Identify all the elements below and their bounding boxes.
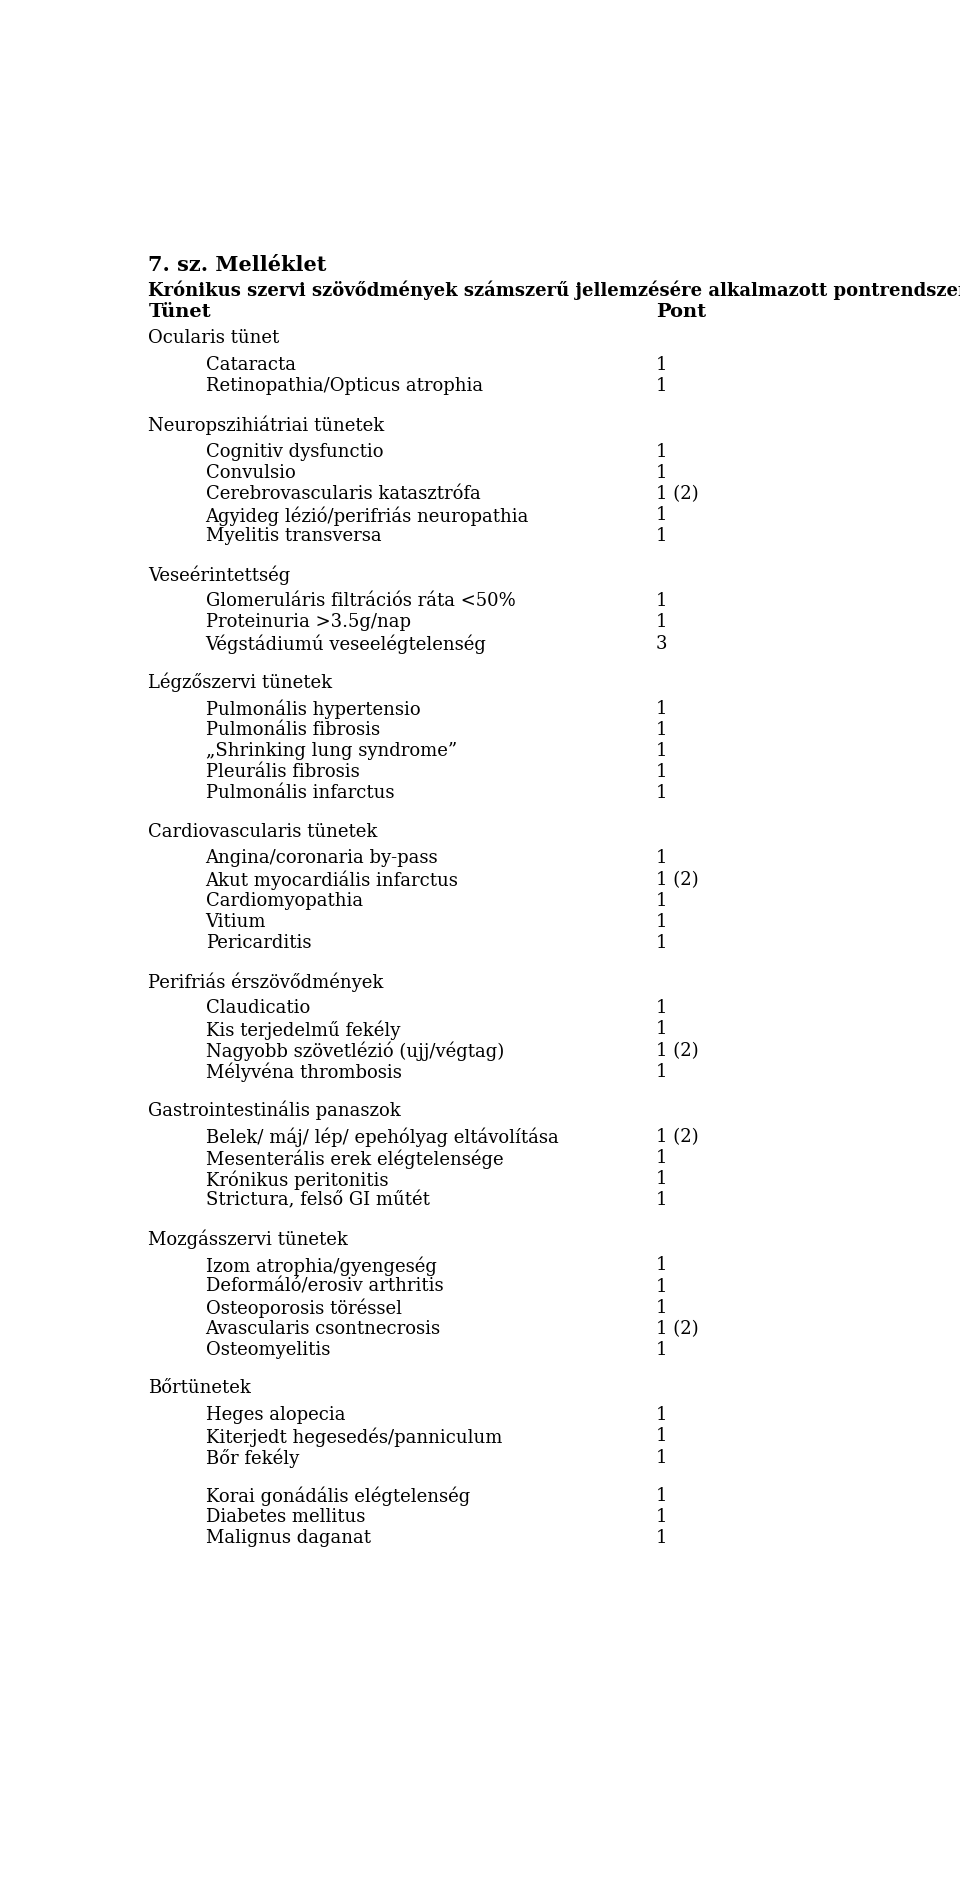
Text: Myelitis transversa: Myelitis transversa: [205, 527, 381, 545]
Text: Pericarditis: Pericarditis: [205, 935, 311, 952]
Text: Convulsio: Convulsio: [205, 465, 296, 482]
Text: 1: 1: [656, 935, 667, 952]
Text: 1: 1: [656, 1299, 667, 1318]
Text: 1: 1: [656, 1487, 667, 1504]
Text: Osteoporosis töréssel: Osteoporosis töréssel: [205, 1299, 401, 1318]
Text: Belek/ máj/ lép/ epehólyag eltávolítása: Belek/ máj/ lép/ epehólyag eltávolítása: [205, 1127, 559, 1148]
Text: 1: 1: [656, 701, 667, 718]
Text: 1: 1: [656, 506, 667, 524]
Text: Izom atrophia/gyengeség: Izom atrophia/gyengeség: [205, 1257, 437, 1276]
Text: Diabetes mellitus: Diabetes mellitus: [205, 1508, 365, 1525]
Text: 1: 1: [656, 914, 667, 931]
Text: 1: 1: [656, 465, 667, 482]
Text: Korai gonádális elégtelenség: Korai gonádális elégtelenség: [205, 1487, 469, 1506]
Text: Ocularis tünet: Ocularis tünet: [148, 329, 279, 347]
Text: 1: 1: [656, 1192, 667, 1209]
Text: 1: 1: [656, 1171, 667, 1188]
Text: 1: 1: [656, 356, 667, 375]
Text: Perifriás érszövődmények: Perifriás érszövődmények: [148, 973, 384, 992]
Text: Malignus daganat: Malignus daganat: [205, 1529, 371, 1548]
Text: Krónikus szervi szövődmények számszerű jellemzésére alkalmazott pontrendszer (34: Krónikus szervi szövődmények számszerű j…: [148, 280, 960, 299]
Text: 1: 1: [656, 1340, 667, 1359]
Text: Strictura, felső GI műtét: Strictura, felső GI műtét: [205, 1192, 429, 1209]
Text: Tünet: Tünet: [148, 303, 211, 322]
Text: Avascularis csontnecrosis: Avascularis csontnecrosis: [205, 1319, 441, 1339]
Text: 1: 1: [656, 784, 667, 802]
Text: 1: 1: [656, 1508, 667, 1525]
Text: 1: 1: [656, 613, 667, 632]
Text: Cognitiv dysfunctio: Cognitiv dysfunctio: [205, 442, 383, 461]
Text: Bőrtünetek: Bőrtünetek: [148, 1378, 252, 1398]
Text: 1: 1: [656, 849, 667, 868]
Text: Mesenterális erek elégtelensége: Mesenterális erek elégtelensége: [205, 1148, 503, 1169]
Text: Cataracta: Cataracta: [205, 356, 296, 375]
Text: Deformáló/erosiv arthritis: Deformáló/erosiv arthritis: [205, 1278, 444, 1295]
Text: 1 (2): 1 (2): [656, 1319, 698, 1339]
Text: Akut myocardiális infarctus: Akut myocardiális infarctus: [205, 870, 459, 891]
Text: Krónikus peritonitis: Krónikus peritonitis: [205, 1171, 388, 1190]
Text: 1: 1: [656, 764, 667, 781]
Text: Glomeruláris filtrációs ráta <50%: Glomeruláris filtrációs ráta <50%: [205, 592, 516, 611]
Text: Veseérintettség: Veseérintettség: [148, 565, 291, 585]
Text: 1: 1: [656, 1407, 667, 1424]
Text: 1 (2): 1 (2): [656, 1041, 698, 1061]
Text: 1: 1: [656, 442, 667, 461]
Text: Retinopathia/Opticus atrophia: Retinopathia/Opticus atrophia: [205, 377, 483, 396]
Text: Bőr fekély: Bőr fekély: [205, 1449, 299, 1468]
Text: 1: 1: [656, 1529, 667, 1548]
Text: Neuropszihiátriai tünetek: Neuropszihiátriai tünetek: [148, 415, 385, 436]
Text: Agyideg lézió/perifriás neuropathia: Agyideg lézió/perifriás neuropathia: [205, 506, 529, 526]
Text: 7. sz. Melléklet: 7. sz. Melléklet: [148, 255, 326, 276]
Text: 1: 1: [656, 1278, 667, 1295]
Text: Pulmonális fibrosis: Pulmonális fibrosis: [205, 722, 380, 739]
Text: Mozgásszervi tünetek: Mozgásszervi tünetek: [148, 1230, 348, 1249]
Text: Heges alopecia: Heges alopecia: [205, 1407, 345, 1424]
Text: Kiterjedt hegesedés/panniculum: Kiterjedt hegesedés/panniculum: [205, 1428, 502, 1447]
Text: 1: 1: [656, 1062, 667, 1081]
Text: Pont: Pont: [656, 303, 706, 322]
Text: Osteomyelitis: Osteomyelitis: [205, 1340, 330, 1359]
Text: Nagyobb szövetlézió (ujj/végtag): Nagyobb szövetlézió (ujj/végtag): [205, 1041, 504, 1061]
Text: Légzőszervi tünetek: Légzőszervi tünetek: [148, 672, 332, 693]
Text: Proteinuria >3.5g/nap: Proteinuria >3.5g/nap: [205, 613, 411, 632]
Text: Mélyvéna thrombosis: Mélyvéna thrombosis: [205, 1062, 401, 1081]
Text: Cerebrovascularis katasztrófa: Cerebrovascularis katasztrófa: [205, 486, 480, 503]
Text: Vitium: Vitium: [205, 914, 266, 931]
Text: 1: 1: [656, 1257, 667, 1274]
Text: Pleurális fibrosis: Pleurális fibrosis: [205, 764, 359, 781]
Text: 1: 1: [656, 1428, 667, 1445]
Text: 1: 1: [656, 722, 667, 739]
Text: 1: 1: [656, 1148, 667, 1167]
Text: 1: 1: [656, 891, 667, 910]
Text: Pulmonális hypertensio: Pulmonális hypertensio: [205, 701, 420, 720]
Text: Cardiomyopathia: Cardiomyopathia: [205, 891, 363, 910]
Text: 1: 1: [656, 1000, 667, 1017]
Text: 1: 1: [656, 743, 667, 760]
Text: 1: 1: [656, 527, 667, 545]
Text: 1: 1: [656, 377, 667, 396]
Text: „Shrinking lung syndrome”: „Shrinking lung syndrome”: [205, 743, 457, 760]
Text: Cardiovascularis tünetek: Cardiovascularis tünetek: [148, 823, 377, 840]
Text: 3: 3: [656, 634, 667, 653]
Text: 1 (2): 1 (2): [656, 870, 698, 889]
Text: 1: 1: [656, 1021, 667, 1038]
Text: 1: 1: [656, 1449, 667, 1466]
Text: Gastrointestinális panaszok: Gastrointestinális panaszok: [148, 1101, 401, 1120]
Text: 1 (2): 1 (2): [656, 486, 698, 503]
Text: Pulmonális infarctus: Pulmonális infarctus: [205, 784, 394, 802]
Text: Angina/coronaria by-pass: Angina/coronaria by-pass: [205, 849, 438, 868]
Text: 1 (2): 1 (2): [656, 1127, 698, 1146]
Text: Kis terjedelmű fekély: Kis terjedelmű fekély: [205, 1021, 400, 1040]
Text: 1: 1: [656, 592, 667, 611]
Text: Claudicatio: Claudicatio: [205, 1000, 310, 1017]
Text: Végstádiumú veseelégtelenség: Végstádiumú veseelégtelenség: [205, 634, 487, 655]
